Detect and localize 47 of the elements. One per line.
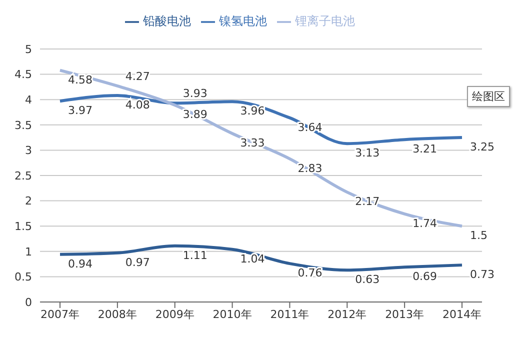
data-label: 2.83 [298, 162, 322, 175]
data-label: 3.33 [240, 136, 265, 150]
data-label: 0.97 [125, 256, 150, 269]
data-label: 0.73 [470, 268, 494, 282]
y-tick-label: 4 [25, 94, 32, 107]
data-label: 0.76 [298, 266, 322, 280]
data-label: 3.93 [182, 87, 208, 100]
x-tick-label: 2014年 [442, 308, 482, 321]
data-label: 3.89 [182, 108, 208, 122]
y-tick-label: 2.5 [14, 169, 32, 182]
x-tick-label: 2007年 [40, 308, 80, 321]
data-label: 3.96 [240, 104, 265, 118]
data-label: 2.17 [355, 195, 380, 208]
annotation: 绘图区 [467, 86, 510, 107]
x-tick-label: 2011年 [270, 308, 310, 321]
y-tick-label: 3.5 [14, 118, 32, 132]
x-tick-label: 2008年 [98, 308, 137, 321]
legend-label: 铅酸电池 [143, 14, 191, 28]
data-label: 1.11 [182, 248, 208, 262]
x-tick-label: 2012年 [328, 308, 367, 321]
y-tick-label: 0 [25, 296, 32, 309]
y-tick-label: 1.5 [14, 220, 32, 234]
y-tick-label: 1 [25, 245, 32, 258]
data-label: 4.08 [125, 98, 150, 112]
legend-label: 镍氢电池 [219, 14, 267, 28]
data-label: 3.21 [412, 142, 438, 156]
data-label: 1.5 [470, 229, 488, 242]
y-tick-label: 3 [25, 144, 32, 158]
data-label: 1.74 [412, 216, 438, 230]
legend-label: 锂离子电池 [295, 14, 355, 28]
x-tick-label: 2010年 [212, 308, 252, 321]
y-tick-label: 2 [25, 194, 32, 208]
data-label: 3.97 [68, 104, 92, 118]
data-label: 1.04 [240, 252, 265, 266]
line-series [58, 68, 464, 228]
x-tick-label: 2013年 [385, 308, 424, 321]
data-label: 0.69 [412, 270, 438, 284]
data-label: 0.63 [355, 273, 380, 286]
y-tick-label: 0.5 [14, 270, 32, 284]
y-tick-label: 4.5 [14, 68, 32, 82]
data-label: 0.94 [68, 257, 92, 270]
x-tick-label: 2009年 [155, 308, 194, 321]
data-label: 4.27 [125, 70, 150, 83]
y-tick-label: 5 [25, 42, 32, 56]
data-label: 3.13 [355, 146, 380, 160]
data-label: 3.25 [470, 140, 494, 154]
data-label: 4.58 [68, 73, 92, 86]
